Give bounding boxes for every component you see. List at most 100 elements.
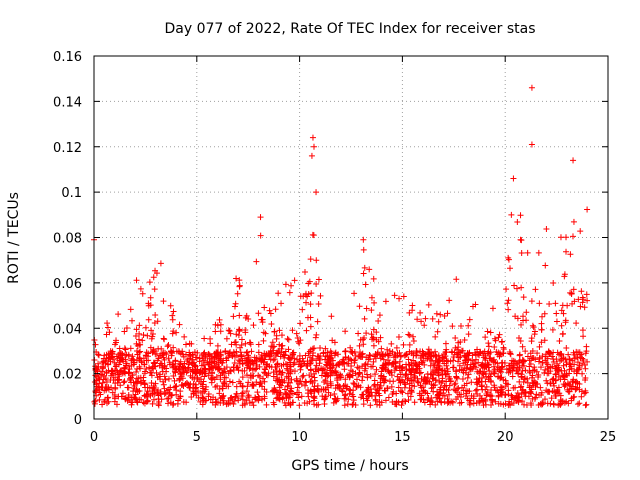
data-point — [484, 360, 491, 367]
data-point — [503, 366, 510, 373]
data-point — [313, 357, 320, 364]
data-point — [237, 380, 244, 387]
data-point — [417, 396, 424, 403]
data-point — [408, 382, 415, 389]
data-point — [425, 346, 432, 353]
data-point — [238, 336, 245, 343]
data-point — [297, 320, 304, 327]
data-point — [360, 236, 367, 243]
data-point — [475, 359, 482, 366]
data-point — [426, 378, 433, 385]
data-point — [146, 279, 153, 286]
data-point — [550, 401, 557, 408]
data-point — [137, 285, 144, 292]
data-point — [105, 386, 112, 393]
data-point — [487, 377, 494, 384]
data-point — [251, 357, 258, 364]
data-point — [161, 336, 168, 343]
data-point — [315, 388, 322, 395]
data-point — [220, 380, 227, 387]
data-point — [271, 356, 278, 363]
data-point — [579, 299, 586, 306]
data-point — [187, 381, 194, 388]
data-point — [409, 377, 416, 384]
data-point — [332, 368, 339, 375]
data-point — [353, 376, 360, 383]
data-point — [129, 353, 136, 360]
data-point — [422, 375, 429, 382]
data-point — [308, 390, 315, 397]
data-point — [386, 347, 393, 354]
data-point — [103, 379, 110, 386]
data-point — [95, 352, 102, 359]
data-point — [485, 340, 492, 347]
data-point — [145, 316, 152, 323]
data-point — [153, 369, 160, 376]
data-point — [455, 358, 462, 365]
data-point — [534, 350, 541, 357]
data-point — [329, 364, 336, 371]
data-point — [541, 337, 548, 344]
data-point — [372, 386, 379, 393]
data-point — [486, 368, 493, 375]
data-point — [122, 346, 129, 353]
data-point — [226, 350, 233, 357]
data-point — [465, 371, 472, 378]
data-point — [146, 384, 153, 391]
data-point — [167, 302, 174, 309]
data-point — [474, 390, 481, 397]
data-point — [365, 356, 372, 363]
data-point — [557, 350, 564, 357]
data-point — [110, 371, 117, 378]
data-point — [435, 318, 442, 325]
data-point — [225, 383, 232, 390]
data-point — [101, 396, 108, 403]
data-point — [149, 363, 156, 370]
data-point — [571, 355, 578, 362]
data-point — [520, 294, 527, 301]
data-point — [559, 372, 566, 379]
data-point — [425, 395, 432, 402]
data-point — [513, 285, 520, 292]
data-point — [283, 365, 290, 372]
data-point — [173, 383, 180, 390]
data-point — [406, 348, 413, 355]
data-point — [456, 362, 463, 369]
data-point — [317, 345, 324, 352]
data-point — [136, 330, 143, 337]
data-point — [320, 386, 327, 393]
data-point — [214, 382, 221, 389]
data-point — [209, 365, 216, 372]
data-point — [360, 401, 367, 408]
data-point — [296, 340, 303, 347]
data-point — [505, 297, 512, 304]
data-point — [481, 368, 488, 375]
data-point — [529, 355, 536, 362]
data-point — [546, 300, 553, 307]
data-point — [244, 394, 251, 401]
data-point — [141, 370, 148, 377]
data-point — [469, 357, 476, 364]
data-point — [454, 389, 461, 396]
data-point — [136, 349, 143, 356]
data-point — [469, 352, 476, 359]
data-point — [296, 352, 303, 359]
data-point — [237, 353, 244, 360]
data-point — [285, 336, 292, 343]
data-point — [522, 389, 529, 396]
data-point — [282, 391, 289, 398]
data-point — [362, 360, 369, 367]
data-point — [282, 361, 289, 368]
data-point — [507, 402, 514, 409]
data-point — [570, 378, 577, 385]
data-point — [416, 390, 423, 397]
data-point — [472, 356, 479, 363]
y-tick-label: 0 — [74, 413, 82, 428]
data-point — [270, 347, 277, 354]
data-point — [570, 286, 577, 293]
data-point — [322, 393, 329, 400]
data-point — [349, 401, 356, 408]
data-point — [388, 361, 395, 368]
data-point — [270, 387, 277, 394]
data-point — [490, 363, 497, 370]
